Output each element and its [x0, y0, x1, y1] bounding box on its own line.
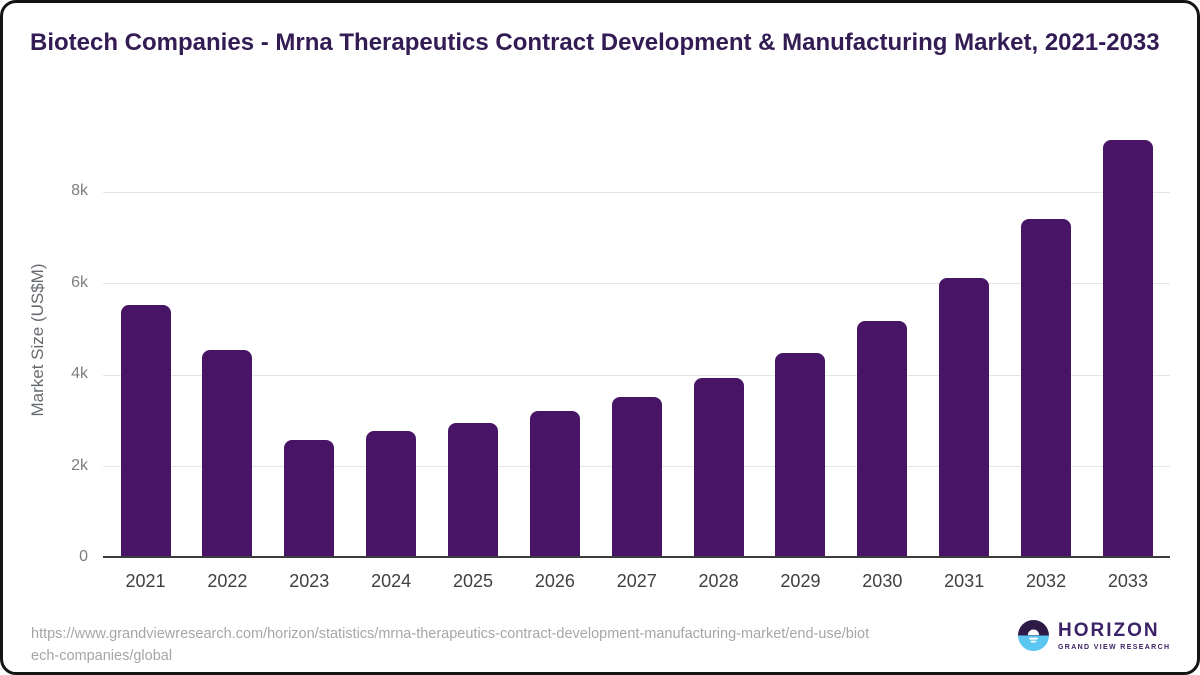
- y-tick-label-8k: 8k: [71, 182, 88, 199]
- bar-2021[interactable]: [120, 305, 171, 558]
- bar-2033[interactable]: [1102, 140, 1153, 558]
- bar-2025[interactable]: [447, 423, 498, 558]
- gridline-8k: [103, 191, 1170, 193]
- y-tick-label-6k: 6k: [71, 273, 88, 291]
- x-label-2022: 2022: [207, 571, 248, 591]
- logo-subtitle-text: GRAND VIEW RESEARCH: [1058, 643, 1171, 651]
- x-label-2026: 2026: [534, 571, 575, 591]
- horizon-logo-text: HORIZON GRAND VIEW RESEARCH: [1058, 621, 1170, 651]
- y-tick-label-0: 0: [79, 548, 88, 565]
- y-tick-label-4k: 4k: [71, 365, 88, 382]
- x-axis-line: [103, 556, 1170, 558]
- gridline-4k: [103, 374, 1170, 376]
- bar-2031[interactable]: [939, 277, 990, 558]
- x-label-2031: 2031: [944, 571, 985, 591]
- bar-2026[interactable]: [529, 410, 580, 558]
- bar-2032[interactable]: [1021, 219, 1072, 558]
- x-label-2025: 2025: [452, 571, 493, 591]
- x-label-2029: 2029: [780, 571, 821, 591]
- bar-2023[interactable]: [284, 439, 335, 558]
- horizon-logo: HORIZON GRAND VIEW RESEARCH: [1018, 620, 1170, 651]
- gridline-6k: [103, 283, 1170, 284]
- x-label-2023: 2023: [289, 571, 330, 591]
- x-label-2033: 2033: [1107, 571, 1148, 591]
- source-url-line1: https://www.grandviewresearch.com/horizo…: [31, 626, 870, 642]
- page-title: Biotech Companies - Mrna Therapeutics Co…: [30, 29, 1160, 56]
- x-label-2021: 2021: [125, 571, 166, 591]
- x-label-2032: 2032: [1026, 571, 1067, 591]
- bar-2027[interactable]: [611, 396, 662, 558]
- bar-2029[interactable]: [775, 352, 826, 558]
- x-label-2027: 2027: [616, 571, 657, 591]
- bar-2022[interactable]: [202, 349, 253, 558]
- x-label-2030: 2030: [862, 571, 903, 591]
- x-label-2028: 2028: [698, 571, 739, 591]
- source-url-line2: ech-companies/global: [31, 647, 173, 664]
- bar-2024[interactable]: [366, 431, 417, 558]
- source-url: https://www.grandviewresearch.com/horizo…: [31, 624, 961, 668]
- bar-2028[interactable]: [693, 378, 744, 558]
- y-tick-label-2k: 2k: [71, 456, 88, 474]
- x-label-2024: 2024: [371, 571, 412, 591]
- horizon-sun-icon: [1018, 620, 1049, 651]
- logo-brand-text: HORIZON: [1058, 619, 1160, 641]
- bar-2030[interactable]: [857, 321, 908, 558]
